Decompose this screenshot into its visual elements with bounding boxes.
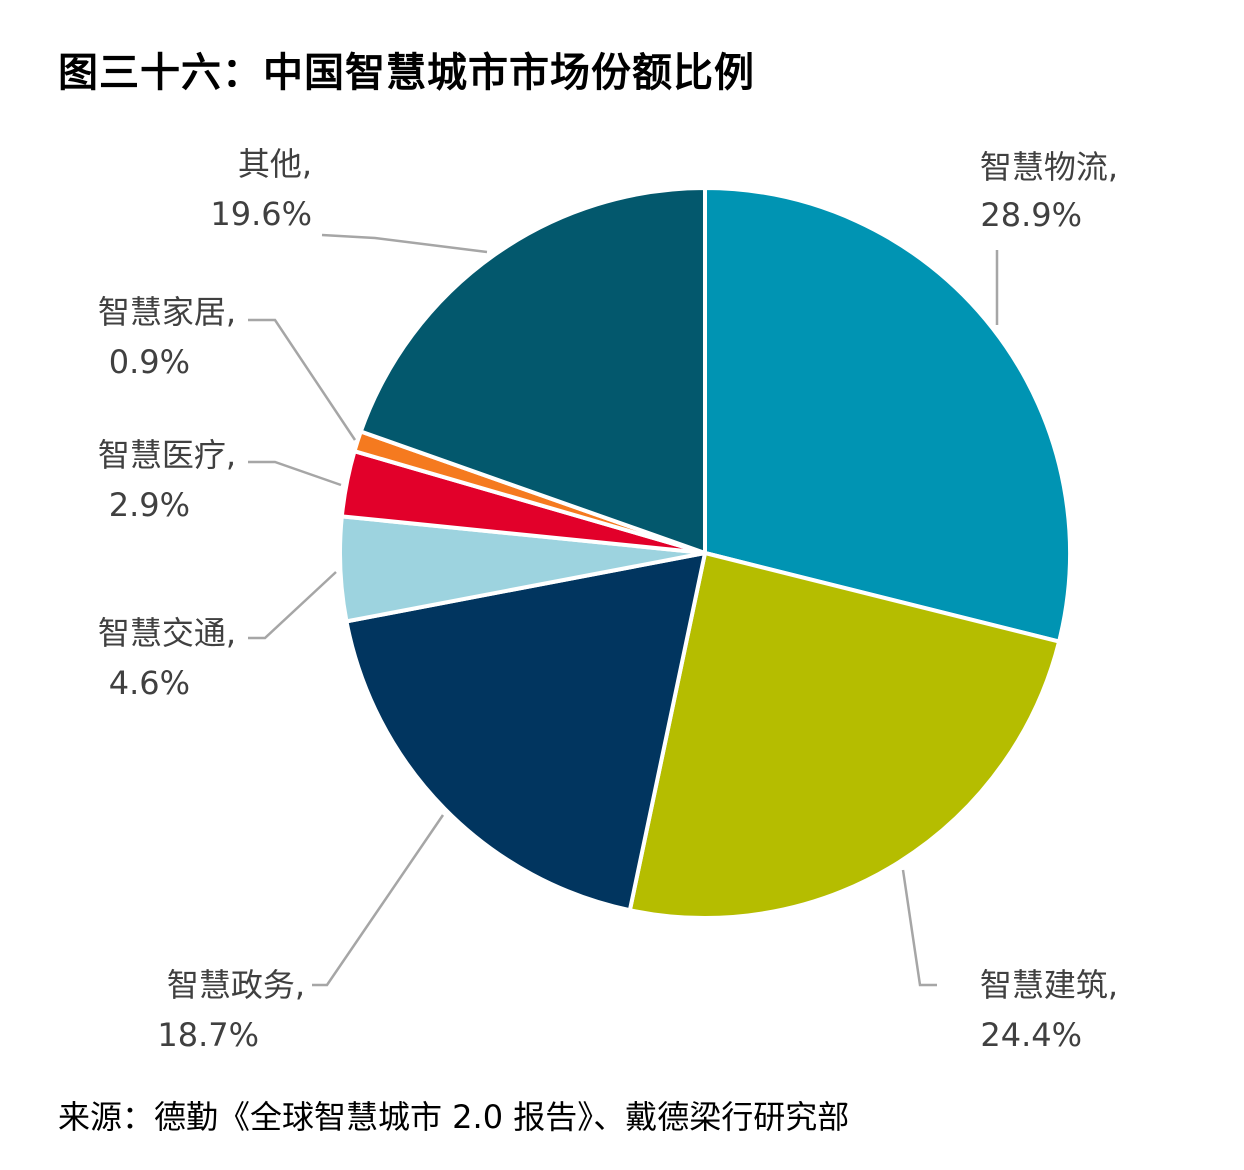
pie-slice-7: [358, 186, 707, 555]
slice-labels: 智慧物流, 28.9% 智慧建筑, 24.4% 智慧政务, 18.7% 智慧交通, 4.6% 智…: [98, 145, 1118, 1054]
slice-name-label-1: 智慧物流,: [980, 148, 1118, 186]
slice-value-label-3: 18.7%: [157, 1016, 259, 1054]
leader-line-6: [248, 318, 357, 441]
slice-value-label-4: 4.6%: [109, 664, 190, 702]
slice-name-label-4: 智慧交通,: [98, 614, 236, 652]
pie-slice-2: [627, 551, 1062, 920]
slice-name-label-7: 其他,: [238, 145, 312, 183]
chart-title: 图三十六：中国智慧城市市场份额比例: [58, 50, 755, 96]
leader-line-7: [321, 233, 488, 254]
slice-value-label-1: 28.9%: [980, 196, 1082, 234]
slice-value-label-7: 19.6%: [210, 195, 312, 233]
slice-value-label-5: 2.9%: [109, 486, 190, 524]
pie-slice-3: [344, 551, 707, 913]
slice-value-label-6: 0.9%: [109, 343, 190, 381]
leader-line-3: [312, 814, 445, 987]
slice-value-label-2: 24.4%: [980, 1016, 1082, 1054]
source-note: 来源：德勤《全球智慧城市 2.0 报告》、戴德梁行研究部: [58, 1098, 850, 1136]
slice-name-label-2: 智慧建筑,: [980, 966, 1118, 1004]
leader-line-4: [248, 571, 337, 640]
leader-lines: [248, 233, 999, 987]
slice-name-label-6: 智慧家居,: [98, 293, 236, 331]
pie-slice-1: [703, 186, 1072, 644]
slice-name-label-3: 智慧政务,: [167, 966, 305, 1004]
slice-name-label-5: 智慧医疗,: [98, 436, 236, 474]
leader-line-2: [901, 869, 937, 987]
pie-slices: [338, 186, 1072, 920]
leader-line-5: [248, 460, 342, 487]
